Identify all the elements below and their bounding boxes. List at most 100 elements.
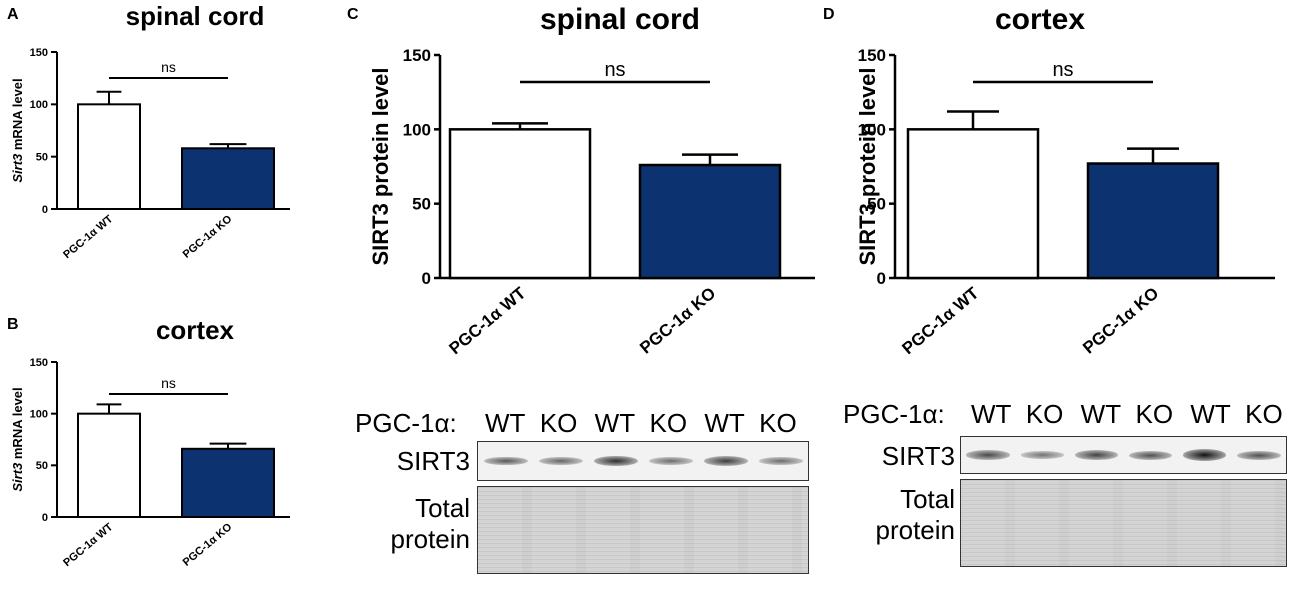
lane-label-ko: KO	[1135, 399, 1174, 429]
sirt3-band	[1074, 450, 1119, 460]
sirt3-band-strip	[477, 441, 809, 481]
lane-label-ko: KO	[1025, 399, 1064, 429]
y-tick-label: 150	[30, 47, 48, 59]
bar-wt	[906, 128, 1040, 280]
blot-header-c: PGC-1α: WT KO WT KO WT KO	[355, 408, 797, 439]
x-tick-label: PGC-1α WT	[898, 283, 982, 358]
y-axis-label-gene: Sirt3	[10, 153, 25, 183]
sirt3-band	[1128, 450, 1173, 460]
lane-label-wt: WT	[1190, 399, 1231, 429]
y-tick-label: 150	[858, 46, 886, 65]
total-label-line1: Total	[900, 484, 955, 514]
sirt3-band-strip	[960, 436, 1287, 474]
panel-b: B cortex 0 50 100 150 Sirt3 mRNA level PGC-1α…	[0, 310, 300, 600]
bar-chart-c: 0 50 100 150 SIRT3 protein level PGC-1α WT PGC…	[368, 46, 815, 358]
y-tick-label: 50	[412, 195, 431, 214]
total-label-line2: protein	[875, 515, 956, 545]
y-axis-label-gene: Sirt3	[10, 462, 25, 492]
sirt3-band	[703, 456, 748, 466]
blot-total-label: Total protein	[350, 493, 471, 555]
significance-label: ns	[161, 59, 176, 75]
sirt3-band	[593, 455, 638, 467]
bar-wt	[77, 412, 141, 518]
y-tick-label: 0	[42, 512, 48, 524]
panel-a: A spinal cord 0 50 100 150 Sirt3 mRNA level P…	[0, 0, 300, 290]
x-tick-label: PGC-1α WT	[61, 213, 115, 261]
y-tick-label: 0	[42, 204, 48, 216]
bar-wt	[77, 103, 141, 210]
sirt3-band	[966, 450, 1010, 460]
y-tick-label: 100	[858, 120, 886, 139]
y-tick-label: 150	[30, 357, 48, 369]
lane-label-ko: KO	[539, 408, 578, 438]
total-protein-strip	[477, 486, 809, 574]
western-blot-c: PGC-1α: WT KO WT KO WT KO SIRT3 Total protein	[340, 400, 820, 600]
bar-ko	[181, 147, 275, 210]
y-tick-label: 50	[36, 460, 48, 472]
sirt3-band	[1237, 450, 1281, 460]
y-tick-label: 50	[36, 152, 48, 164]
y-axis-label-text: mRNA level	[10, 78, 25, 153]
lane-label-ko: KO	[759, 408, 797, 438]
x-tick-label: PGC-1α WT	[61, 521, 115, 569]
sirt3-band	[538, 456, 583, 466]
y-axis-label: Sirt3 mRNA level	[10, 78, 25, 182]
y-axis-label-text: SIRT3 protein level	[855, 67, 880, 265]
blot-genotype-label: PGC-1α:	[355, 408, 457, 438]
lane-label-ko: KO	[1245, 399, 1283, 429]
bar-ko	[1086, 162, 1220, 280]
y-tick-label: 150	[403, 46, 431, 65]
lane-label-wt: WT	[485, 408, 526, 438]
bar-chart-d: 0 50 100 150 SIRT3 protein level PGC-1α WT PGC…	[855, 46, 1275, 358]
y-axis-label-text: mRNA level	[10, 387, 25, 462]
blot-band-label: SIRT3	[396, 446, 470, 476]
bar-ko	[638, 163, 782, 280]
y-axis-label-text: SIRT3 protein level	[368, 67, 393, 265]
lane-label-ko: KO	[649, 408, 688, 438]
chart-title-a: spinal cord	[125, 1, 265, 31]
x-tick-label: PGC-1α WT	[445, 283, 529, 358]
panel-d: D cortex 0 50 100 150 SIRT3 protein level PGC…	[820, 0, 1300, 600]
blot-genotype-label: PGC-1α:	[843, 399, 945, 429]
bar-chart-b: 0 50 100 150 Sirt3 mRNA level PGC-1α WT PGC-1α…	[10, 357, 290, 569]
bar-chart-a: 0 50 100 150 Sirt3 mRNA level PGC-1α WT PGC-1α…	[10, 47, 290, 261]
panel-c: C spinal cord 0 50 100 150 SIRT3 protein lev…	[340, 0, 820, 600]
y-tick-label: 100	[30, 99, 48, 111]
lane-label-wt: WT	[1080, 399, 1122, 429]
sirt3-band	[483, 456, 528, 466]
western-blot-d: PGC-1α: WT KO WT KO WT KO SIRT3 Total protein	[820, 395, 1300, 600]
blot-total-label: Total protein	[830, 484, 956, 546]
bar-wt	[448, 128, 592, 280]
chart-title-c: spinal cord	[539, 3, 701, 36]
total-label-line1: Total	[415, 493, 470, 523]
panel-label-d: D	[823, 6, 835, 23]
y-tick-label: 50	[867, 195, 886, 214]
total-protein-strip	[960, 479, 1287, 567]
lane-label-wt: WT	[971, 399, 1012, 429]
y-axis-label: SIRT3 protein level	[855, 67, 880, 265]
bar-ko	[181, 447, 275, 518]
x-tick-label: PGC-1α KO	[1079, 284, 1162, 358]
x-tick-label: PGC-1α KO	[181, 213, 235, 261]
y-tick-label: 100	[403, 120, 431, 139]
y-axis-label: SIRT3 protein level	[368, 67, 393, 265]
x-tick-label: PGC-1α KO	[636, 284, 719, 358]
panel-label-b: B	[7, 316, 19, 333]
significance-label: ns	[1052, 59, 1073, 81]
total-label-line2: protein	[390, 524, 471, 554]
lane-label-wt: WT	[594, 408, 636, 438]
blot-band-label: SIRT3	[881, 441, 955, 471]
chart-title-b: cortex	[155, 315, 235, 345]
significance-label: ns	[161, 375, 176, 391]
sirt3-band	[758, 457, 803, 465]
panel-label-c: C	[347, 6, 359, 23]
y-axis-label: Sirt3 mRNA level	[10, 387, 25, 491]
lane-label-wt: WT	[704, 408, 745, 438]
x-tick-label: PGC-1α KO	[181, 521, 235, 569]
sirt3-band	[1183, 449, 1227, 461]
y-tick-label: 100	[30, 409, 48, 421]
blot-header-d: PGC-1α: WT KO WT KO WT KO	[843, 399, 1283, 430]
panel-label-a: A	[7, 6, 19, 23]
sirt3-band	[648, 457, 693, 465]
y-tick-label: 0	[877, 269, 886, 288]
